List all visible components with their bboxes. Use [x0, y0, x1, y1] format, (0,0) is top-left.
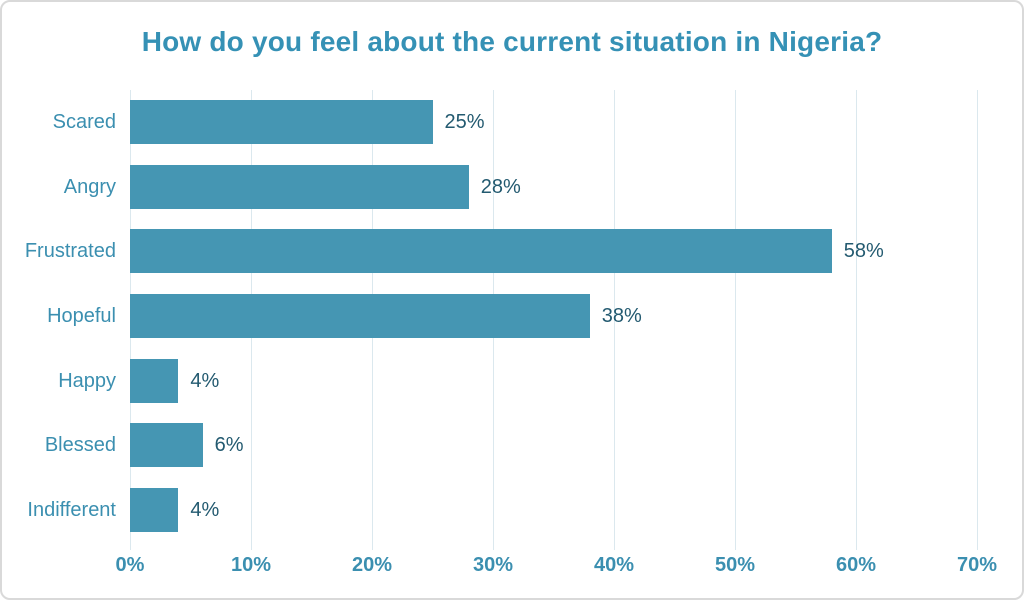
bar-value-label: 6% — [214, 434, 244, 457]
bar-value-label: 58% — [843, 240, 884, 263]
bar-value-label: 25% — [444, 111, 485, 134]
bar — [130, 423, 203, 468]
x-axis-tick-label: 40% — [593, 554, 635, 576]
x-axis-tick-label: 60% — [835, 554, 877, 576]
bar-value-label: 4% — [190, 498, 220, 521]
gridline — [977, 90, 978, 550]
category-label: Hopeful — [47, 305, 116, 327]
bar — [130, 358, 179, 403]
x-axis-tick-label: 0% — [115, 554, 145, 576]
plot-area: 25% 28% 58% 38% 4% 6% 4% — [130, 90, 978, 550]
bar-value-label: 28% — [480, 175, 521, 198]
chart-title: How do you feel about the current situat… — [141, 26, 883, 57]
gridline — [856, 90, 857, 550]
x-axis-tick-label: 30% — [472, 554, 514, 576]
bar-value-label: 4% — [190, 369, 220, 392]
x-axis-tick-label: 50% — [714, 554, 756, 576]
gridline — [614, 90, 615, 550]
category-label: Happy — [58, 369, 116, 392]
bar — [130, 164, 469, 209]
category-label: Blessed — [44, 434, 116, 457]
category-label: Frustrated — [24, 240, 116, 263]
bar — [130, 229, 832, 274]
bar — [130, 487, 179, 532]
bar — [130, 294, 590, 338]
category-label: Indifferent — [27, 498, 116, 521]
bar — [130, 100, 433, 145]
x-axis-tick-label: 70% — [956, 554, 998, 576]
category-label: Angry — [63, 175, 116, 198]
x-axis-tick-label: 20% — [351, 554, 393, 576]
category-label: Scared — [52, 111, 116, 134]
bar-value-label: 38% — [601, 305, 642, 327]
gridline — [735, 90, 736, 550]
x-axis-tick-label: 10% — [230, 554, 272, 576]
